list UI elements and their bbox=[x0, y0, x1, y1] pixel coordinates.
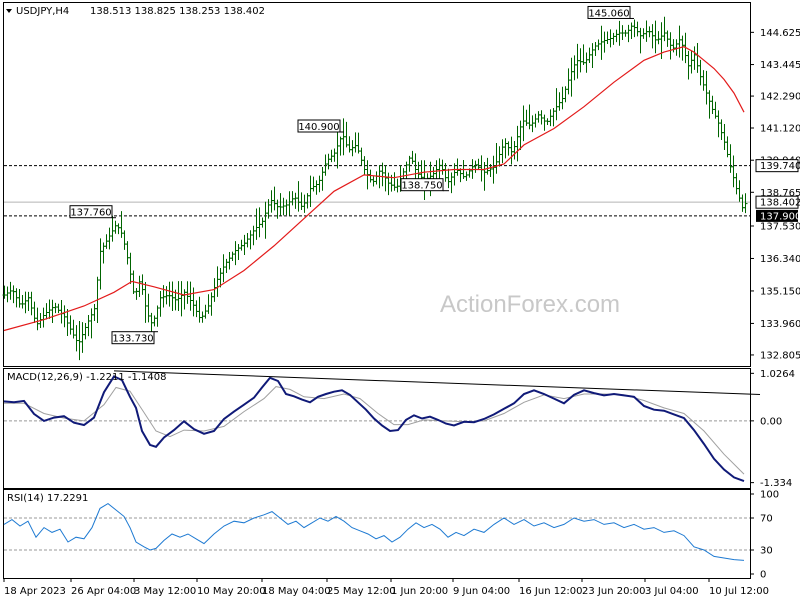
level-price-label: 137.900 bbox=[760, 211, 800, 222]
x-tick-label: 3 Jul 04:00 bbox=[645, 586, 699, 597]
dropdown-triangle-icon[interactable] bbox=[6, 9, 12, 13]
price-y-tick-label: 133.960 bbox=[760, 319, 800, 330]
price-y-tick-label: 143.445 bbox=[760, 60, 800, 71]
price-annotations: 137.760 133.730 140.900 138.750 145.060 bbox=[69, 5, 634, 345]
macd-y-tick-label: -1.334 bbox=[760, 478, 792, 489]
x-axis-labels: 18 Apr 2023 26 Apr 04:003 May 12:00 10 May… bbox=[3, 578, 769, 597]
level-price-label: 139.740 bbox=[760, 161, 800, 172]
level-price-label-box bbox=[756, 209, 798, 222]
x-tick-label: 18 Apr 2023 bbox=[4, 586, 66, 597]
x-tick-label: 25 May 12:00 bbox=[327, 586, 396, 597]
rsi-line bbox=[3, 502, 745, 561]
price-panel-frame bbox=[3, 2, 751, 367]
level-lines bbox=[4, 165, 750, 217]
price-label-text: 145.060 bbox=[588, 8, 629, 19]
current-price-label-box bbox=[755, 195, 799, 209]
moving-average bbox=[3, 46, 745, 332]
macd-y-tick-label: 0.00 bbox=[760, 416, 782, 427]
macd-panel-frame bbox=[3, 368, 751, 489]
price-label-box bbox=[587, 5, 631, 19]
level-price-label-box bbox=[755, 159, 799, 173]
x-tick-label: 23 Jun 20:00 bbox=[582, 586, 646, 597]
price-label-text: 138.750 bbox=[401, 181, 442, 192]
x-tick-label: 18 May 04:00 bbox=[262, 586, 331, 597]
price-y-tick-label: 132.805 bbox=[760, 350, 800, 361]
price-y-tick-label: 137.530 bbox=[760, 221, 800, 232]
price-y-tick-label: 138.765 bbox=[760, 188, 800, 199]
price-label-box bbox=[69, 205, 113, 219]
macd-lines bbox=[3, 370, 761, 483]
macd-y-tick-label: 1.0264 bbox=[760, 369, 795, 380]
price-header-symbol: USDJPY,H4 bbox=[16, 6, 69, 17]
price-y-tick-label: 141.120 bbox=[760, 124, 800, 135]
price-y-tick-label: 142.290 bbox=[760, 92, 800, 103]
rsi-y-tick-label: 30 bbox=[760, 546, 773, 557]
rsi-y-tick-label: 100 bbox=[760, 490, 779, 501]
price-y-tick-label: 136.340 bbox=[760, 254, 800, 265]
x-tick-label: 10 Jul 12:00 bbox=[709, 586, 769, 597]
x-tick-label: 16 Jun 12:00 bbox=[519, 586, 583, 597]
price-header-ohlc: 138.513 138.825 138.253 138.402 bbox=[90, 6, 265, 17]
y-axis-labels: 144.625143.445142.290141.120139.940138.7… bbox=[750, 28, 800, 581]
rsi-y-tick-label: 70 bbox=[760, 514, 773, 525]
price-label-text: 137.760 bbox=[70, 208, 111, 219]
x-tick-label: 10 May 20:00 bbox=[197, 586, 266, 597]
rsi-header: RSI(14) 17.2291 bbox=[7, 493, 88, 504]
watermark: ActionForex.com bbox=[440, 291, 620, 318]
current-price-label: 138.402 bbox=[760, 198, 800, 209]
x-tick-label: 9 Jun 04:00 bbox=[453, 586, 510, 597]
macd-line bbox=[3, 375, 745, 483]
price-label-text: 133.730 bbox=[112, 334, 153, 345]
candles bbox=[2, 16, 748, 361]
price-y-tick-label: 144.625 bbox=[760, 28, 800, 39]
price-label-text: 140.900 bbox=[298, 122, 339, 133]
rsi-panel-frame bbox=[3, 489, 751, 579]
price-label-box bbox=[400, 178, 444, 192]
x-tick-label: 26 Apr 04:00 bbox=[71, 586, 136, 597]
x-tick-label: 3 May 12:00 bbox=[134, 586, 196, 597]
ma-line bbox=[3, 46, 745, 332]
price-label-box bbox=[297, 119, 341, 133]
price-y-tick-label: 135.150 bbox=[760, 286, 800, 297]
rsi-lines bbox=[3, 502, 750, 561]
x-tick-label: 1 Jun 20:00 bbox=[391, 586, 448, 597]
macd-trendline bbox=[113, 370, 761, 395]
price-label-box bbox=[111, 331, 155, 345]
macd-header: MACD(12,26,9) -1.2211 -1.1408 bbox=[7, 372, 167, 383]
rsi-y-tick-label: 0 bbox=[760, 570, 766, 581]
